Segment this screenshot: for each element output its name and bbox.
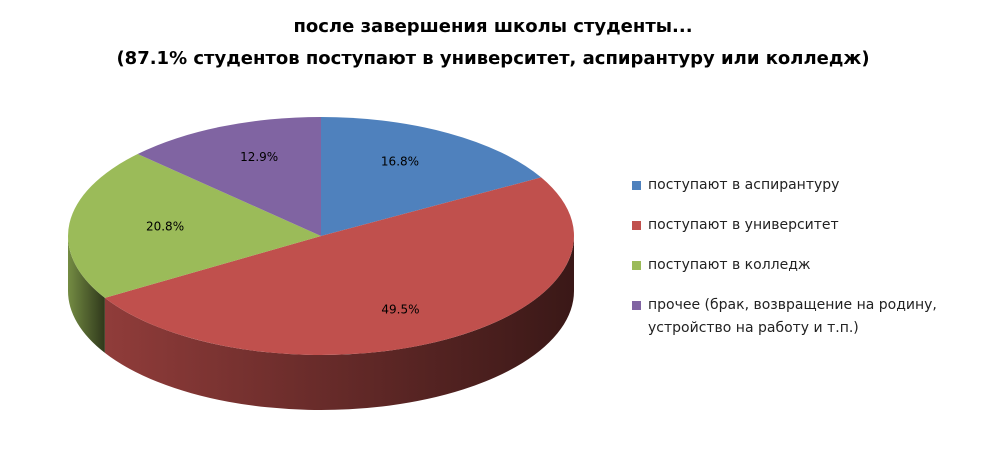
chart-subtitle: (87.1% студентов поступают в университет…: [116, 48, 869, 69]
chart-title: после завершения школы студенты...: [293, 16, 692, 37]
legend-label: поступают в аспирантуру: [648, 177, 840, 193]
legend-item: поступают в аспирантуру: [632, 174, 962, 197]
legend-item: поступают в университет: [632, 214, 962, 237]
legend-item: поступают в колледж: [632, 254, 962, 277]
value-label: 20.8%: [146, 219, 184, 233]
slice: [321, 117, 542, 236]
slice: [137, 117, 321, 236]
slice: [104, 177, 574, 355]
legend-swatch: [632, 261, 641, 270]
slice-side: [104, 236, 575, 410]
legend-label: поступают в колледж: [648, 257, 811, 273]
legend: поступают в аспирантуру поступают в униве…: [632, 174, 962, 357]
value-label: 49.5%: [381, 302, 419, 316]
legend-swatch: [632, 301, 641, 310]
value-label: 12.9%: [240, 150, 278, 164]
legend-label: поступают в университет: [648, 217, 839, 233]
legend-swatch: [632, 181, 641, 190]
legend-label: прочее (брак, возвращение на родину, уст…: [648, 297, 937, 336]
slice: [68, 153, 321, 298]
slice-side: [68, 236, 105, 353]
value-label: 16.8%: [381, 154, 419, 168]
legend-swatch: [632, 221, 641, 230]
legend-item: прочее (брак, возвращение на родину, уст…: [632, 294, 962, 340]
